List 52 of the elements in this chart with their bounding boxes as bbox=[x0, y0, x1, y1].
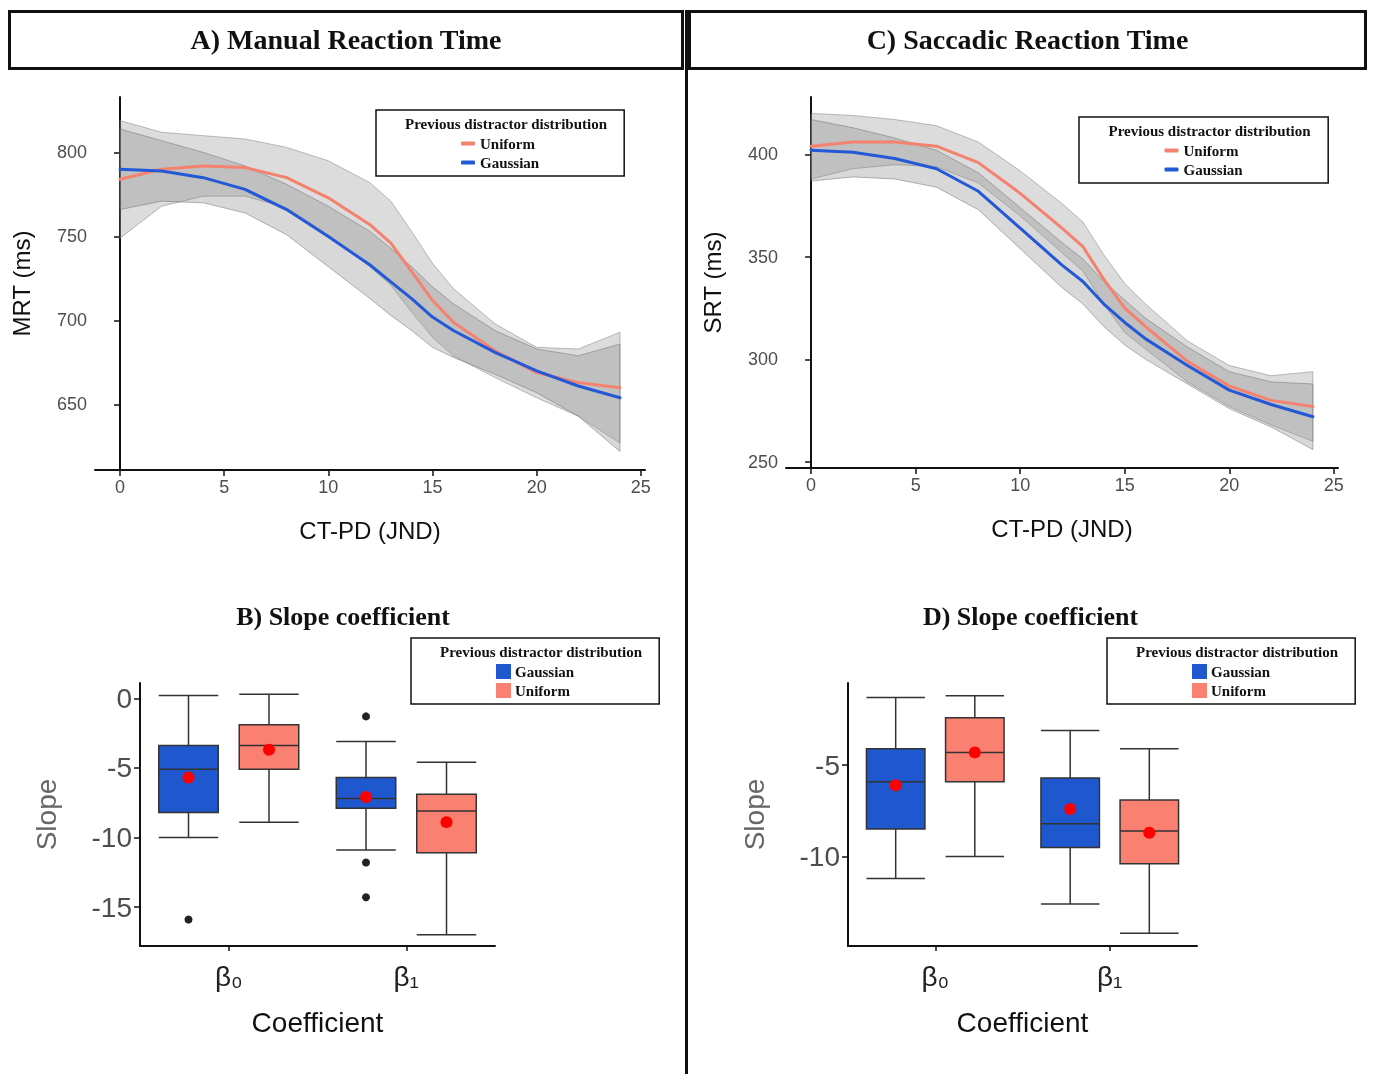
legend-label: Uniform bbox=[515, 682, 571, 699]
y-tick-label: -15 bbox=[91, 891, 132, 923]
legend-label: Uniform bbox=[1211, 682, 1267, 699]
legend-title: Previous distractor distribution bbox=[1108, 122, 1312, 139]
y-tick-label: 800 bbox=[56, 142, 87, 163]
y-tick-label: 250 bbox=[747, 451, 778, 472]
x-tick-label: 15 bbox=[422, 477, 443, 497]
x-tick-label: β₀ bbox=[214, 960, 243, 992]
x-tick-label: 10 bbox=[318, 477, 339, 497]
y-tick-label: 650 bbox=[56, 394, 87, 415]
y-tick-label: -10 bbox=[91, 821, 132, 853]
x-tick-label: β₁ bbox=[393, 960, 420, 992]
y-axis-title: Slope bbox=[738, 778, 770, 851]
x-tick-label: 5 bbox=[910, 475, 921, 495]
y-tick-label: 700 bbox=[56, 310, 87, 331]
x-tick-label: 10 bbox=[1010, 475, 1031, 495]
chart-title: D) Slope coefficient bbox=[922, 601, 1139, 631]
y-tick-label: 750 bbox=[56, 226, 87, 247]
legend-label: Uniform bbox=[1183, 142, 1239, 159]
legend-title: Previous distractor distribution bbox=[440, 643, 643, 660]
legend-title: Previous distractor distribution bbox=[1136, 643, 1339, 660]
x-tick-label: 25 bbox=[630, 477, 651, 497]
y-axis-title: Slope bbox=[30, 778, 62, 851]
x-tick-label: 25 bbox=[1323, 475, 1344, 495]
y-tick-label: -5 bbox=[815, 749, 840, 781]
x-tick-label: 20 bbox=[1219, 475, 1240, 495]
legend-label: Uniform bbox=[480, 135, 536, 152]
x-axis-title: CT-PD (JND) bbox=[991, 514, 1133, 542]
chart-title: C) Saccadic Reaction Time bbox=[866, 24, 1189, 56]
x-tick-label: β₁ bbox=[1096, 960, 1123, 992]
y-tick-label: 400 bbox=[747, 144, 778, 165]
y-tick-label: 0 bbox=[116, 682, 132, 714]
x-tick-label: 5 bbox=[219, 477, 230, 497]
chart-title: A) Manual Reaction Time bbox=[190, 24, 502, 56]
y-tick-label: -5 bbox=[107, 752, 132, 784]
x-tick-label: β₀ bbox=[921, 960, 950, 992]
legend-label: Gaussian bbox=[480, 154, 540, 171]
x-tick-label: 20 bbox=[526, 477, 547, 497]
legend-label: Gaussian bbox=[1211, 663, 1271, 680]
legend-title: Previous distractor distribution bbox=[405, 115, 608, 132]
x-tick-label: 15 bbox=[1114, 475, 1135, 495]
chart-title: B) Slope coefficient bbox=[236, 601, 451, 631]
x-axis-title: Coefficient bbox=[956, 1006, 1089, 1038]
x-axis-title: CT-PD (JND) bbox=[299, 516, 441, 544]
y-tick-label: 300 bbox=[747, 349, 778, 370]
legend-label: Gaussian bbox=[515, 663, 575, 680]
x-axis-title: Coefficient bbox=[251, 1006, 384, 1038]
y-axis-title: MRT (ms) bbox=[7, 230, 35, 337]
y-tick-label: 350 bbox=[747, 246, 778, 267]
y-axis-title: SRT (ms) bbox=[698, 231, 726, 334]
y-tick-label: -10 bbox=[799, 841, 840, 873]
legend-label: Gaussian bbox=[1183, 161, 1244, 178]
